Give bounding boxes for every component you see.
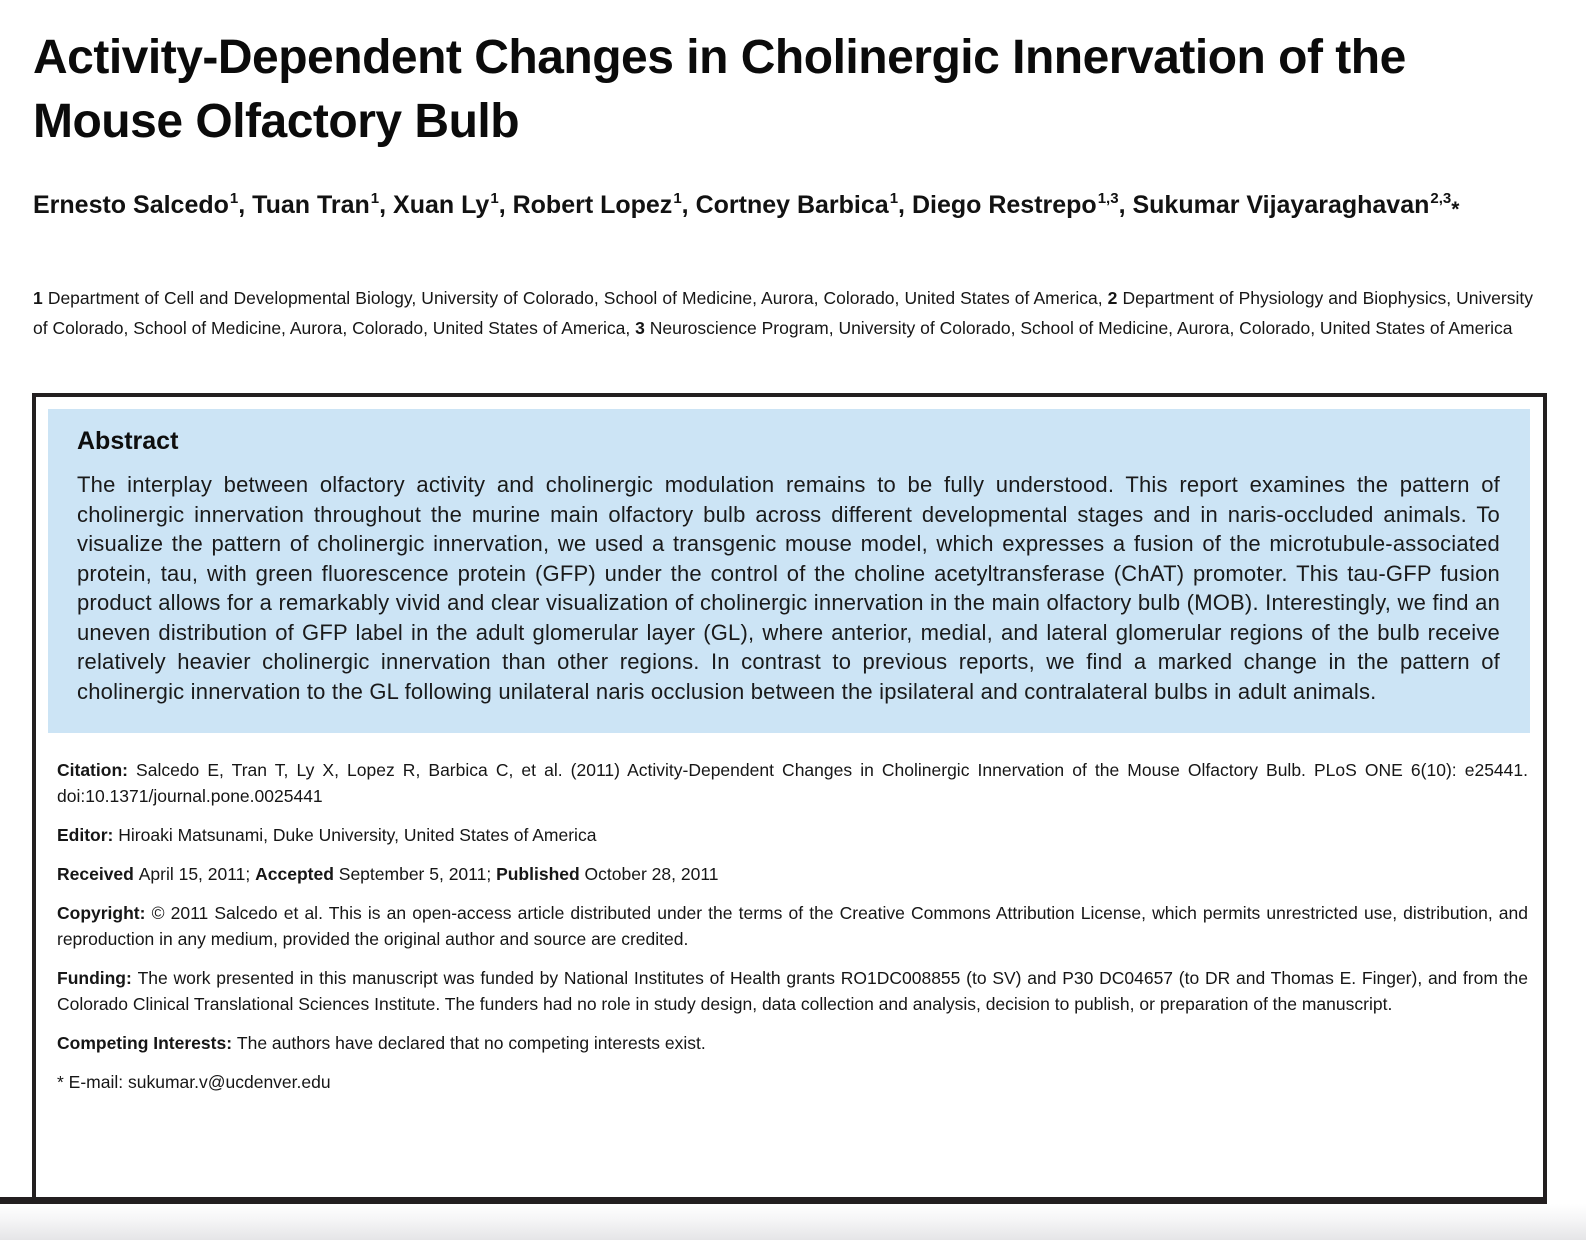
affiliation-number: 1 (33, 288, 48, 308)
meta-citation: Citation: Salcedo E, Tran T, Ly X, Lopez… (57, 760, 1528, 806)
author-affiliation-sup: 1 (490, 189, 499, 207)
meta-label: Copyright: (57, 903, 152, 923)
metadata-paragraphs: Citation: Salcedo E, Tran T, Ly X, Lopez… (57, 757, 1528, 1095)
bottom-rule (0, 1197, 1547, 1204)
author: Robert Lopez1, (512, 189, 696, 219)
meta-funding: Funding: The work presented in this manu… (57, 968, 1528, 1014)
meta-label: Editor: (57, 825, 119, 845)
author: Xuan Ly1, (393, 189, 513, 219)
affiliation-number: 2 (1107, 288, 1123, 308)
author-affiliation-sup: 1 (673, 189, 682, 207)
abstract-box: Abstract The interplay between olfactory… (48, 409, 1530, 733)
meta-copyright: Copyright: © 2011 Salcedo et al. This is… (57, 903, 1528, 949)
affiliation-number: 3 (635, 318, 650, 338)
affiliations: 1 Department of Cell and Developmental B… (33, 288, 1533, 338)
author: Sukumar Vijayaraghavan2,3* (1132, 189, 1460, 221)
author: Diego Restrepo1,3, (911, 189, 1133, 219)
meta-email: * E-mail: sukumar.v@ucdenver.edu (57, 1072, 331, 1092)
meta-label: Citation: (57, 760, 137, 780)
abstract-heading: Abstract (77, 427, 179, 455)
meta-label: Funding: (57, 968, 138, 988)
author-affiliation-sup: 1,3 (1097, 189, 1119, 207)
author: Cortney Barbica1, (695, 189, 912, 219)
author: Ernesto Salcedo1, (33, 189, 253, 219)
meta-label: Accepted (255, 864, 339, 884)
author-affiliation-sup: 2,3 (1430, 189, 1452, 207)
author: Tuan Tran1, (252, 189, 394, 219)
abstract-text: The interplay between olfactory activity… (77, 472, 1500, 704)
meta-label: Received (57, 864, 139, 884)
meta-label: Published (496, 864, 585, 884)
meta-label: Competing Interests: (57, 1033, 237, 1053)
page-bottom-fade (0, 1204, 1586, 1240)
metadata-box: Abstract The interplay between olfactory… (32, 393, 1547, 1197)
author-list: Ernesto Salcedo1, Tuan Tran1, Xuan Ly1, … (33, 182, 1533, 233)
article-title: Activity-Dependent Changes in Cholinergi… (33, 31, 1406, 148)
corresponding-author-mark: * (1451, 198, 1460, 221)
meta-editor: Editor: Hiroaki Matsunami, Duke Universi… (57, 825, 597, 845)
author-affiliation-sup: 1 (889, 189, 899, 207)
meta-dates: Received April 15, 2011; Accepted Septem… (57, 864, 719, 884)
author-affiliation-sup: 1 (229, 189, 239, 207)
meta-competing-interests: Competing Interests: The authors have de… (57, 1033, 706, 1053)
author-affiliation-sup: 1 (370, 189, 380, 207)
